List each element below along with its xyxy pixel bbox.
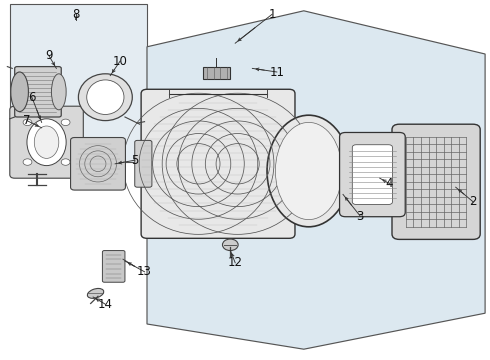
Text: 3: 3	[356, 210, 364, 222]
FancyBboxPatch shape	[10, 106, 83, 178]
Text: 4: 4	[386, 177, 393, 190]
Ellipse shape	[11, 72, 28, 112]
Ellipse shape	[27, 119, 66, 166]
Text: 10: 10	[113, 55, 127, 68]
Ellipse shape	[51, 74, 66, 110]
Polygon shape	[147, 11, 485, 349]
FancyBboxPatch shape	[284, 140, 301, 187]
Ellipse shape	[61, 159, 70, 165]
Bar	[203, 67, 230, 79]
Text: 11: 11	[270, 66, 284, 78]
FancyBboxPatch shape	[340, 132, 405, 217]
Text: 14: 14	[98, 298, 113, 311]
FancyBboxPatch shape	[102, 251, 125, 282]
Text: 9: 9	[45, 49, 53, 62]
Text: 6: 6	[28, 91, 36, 104]
FancyBboxPatch shape	[352, 145, 392, 204]
FancyBboxPatch shape	[135, 140, 152, 187]
Ellipse shape	[275, 122, 342, 220]
Text: 1: 1	[268, 8, 276, 21]
FancyBboxPatch shape	[15, 67, 61, 117]
Ellipse shape	[23, 119, 32, 126]
Text: 2: 2	[469, 195, 477, 208]
Text: 13: 13	[137, 265, 152, 278]
Ellipse shape	[78, 74, 132, 121]
Text: 12: 12	[228, 256, 243, 269]
Ellipse shape	[61, 119, 70, 126]
Bar	[10, 4, 147, 162]
Ellipse shape	[87, 288, 104, 298]
Ellipse shape	[23, 159, 32, 165]
Text: 7: 7	[23, 114, 31, 127]
Text: 8: 8	[72, 8, 80, 21]
Ellipse shape	[34, 126, 59, 158]
FancyBboxPatch shape	[141, 89, 295, 238]
FancyBboxPatch shape	[71, 138, 125, 190]
FancyBboxPatch shape	[392, 124, 480, 239]
Ellipse shape	[222, 239, 238, 251]
Ellipse shape	[87, 80, 124, 114]
Text: 5: 5	[131, 154, 139, 167]
Ellipse shape	[267, 115, 350, 227]
